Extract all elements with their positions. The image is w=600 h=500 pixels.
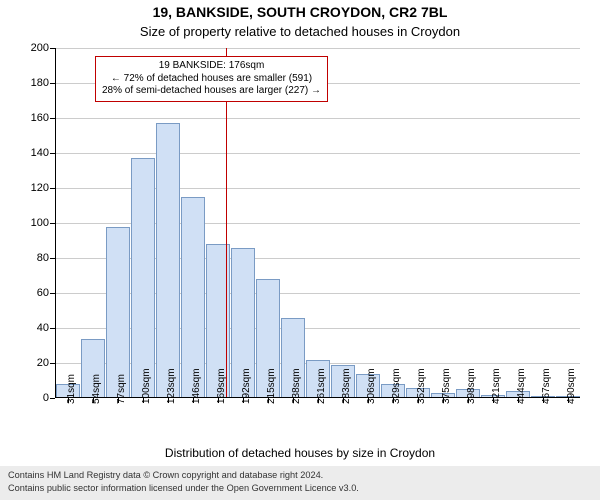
chart-subtitle: Size of property relative to detached ho… — [0, 24, 600, 39]
plot-area: 020406080100120140160180200 31sqm54sqm77… — [55, 48, 580, 398]
xtick-label: 100sqm — [141, 368, 152, 404]
ytick-label: 60 — [37, 287, 55, 299]
ytick-label: 20 — [37, 357, 55, 369]
annotation-line3: 28% of semi-detached houses are larger (… — [102, 85, 321, 98]
histogram-bar — [156, 123, 180, 398]
ytick-label: 160 — [31, 112, 55, 124]
histogram-bar — [131, 158, 155, 398]
ytick-label: 180 — [31, 77, 55, 89]
histogram-bar — [106, 227, 130, 399]
ytick-label: 80 — [37, 252, 55, 264]
xtick-label: 490sqm — [566, 368, 577, 404]
xtick-label: 54sqm — [91, 374, 102, 404]
annotation-box: 19 BANKSIDE: 176sqm ← 72% of detached ho… — [95, 56, 328, 102]
ytick-label: 120 — [31, 182, 55, 194]
x-axis-label: Distribution of detached houses by size … — [0, 446, 600, 460]
ytick-label: 140 — [31, 147, 55, 159]
gridline — [55, 153, 580, 154]
gridline — [55, 118, 580, 119]
ytick-label: 100 — [31, 217, 55, 229]
annotation-line2: ← 72% of detached houses are smaller (59… — [102, 73, 321, 86]
ytick-label: 200 — [31, 42, 55, 54]
chart-title: 19, BANKSIDE, SOUTH CROYDON, CR2 7BL — [0, 4, 600, 20]
xtick-label: 444sqm — [516, 368, 527, 404]
ytick-label: 40 — [37, 322, 55, 334]
xtick-label: 283sqm — [341, 368, 352, 404]
xtick-label: 467sqm — [541, 368, 552, 404]
annotation-line1: 19 BANKSIDE: 176sqm — [102, 60, 321, 73]
xtick-label: 123sqm — [166, 368, 177, 404]
ytick-label: 0 — [43, 392, 55, 404]
footer-line2: Contains public sector information licen… — [8, 482, 592, 495]
xtick-label: 192sqm — [241, 368, 252, 404]
footer-line1: Contains HM Land Registry data © Crown c… — [8, 469, 592, 482]
xtick-label: 421sqm — [491, 368, 502, 404]
footer: Contains HM Land Registry data © Crown c… — [0, 466, 600, 500]
xtick-label: 169sqm — [216, 368, 227, 404]
xtick-label: 238sqm — [291, 368, 302, 404]
gridline — [55, 48, 580, 49]
xtick-label: 352sqm — [416, 368, 427, 404]
xtick-label: 398sqm — [466, 368, 477, 404]
xtick-label: 215sqm — [266, 368, 277, 404]
xtick-label: 31sqm — [66, 374, 77, 404]
xtick-label: 306sqm — [366, 368, 377, 404]
xtick-label: 77sqm — [116, 374, 127, 404]
xtick-label: 375sqm — [441, 368, 452, 404]
xtick-label: 146sqm — [191, 368, 202, 404]
xtick-label: 329sqm — [391, 368, 402, 404]
xtick-label: 261sqm — [316, 368, 327, 404]
